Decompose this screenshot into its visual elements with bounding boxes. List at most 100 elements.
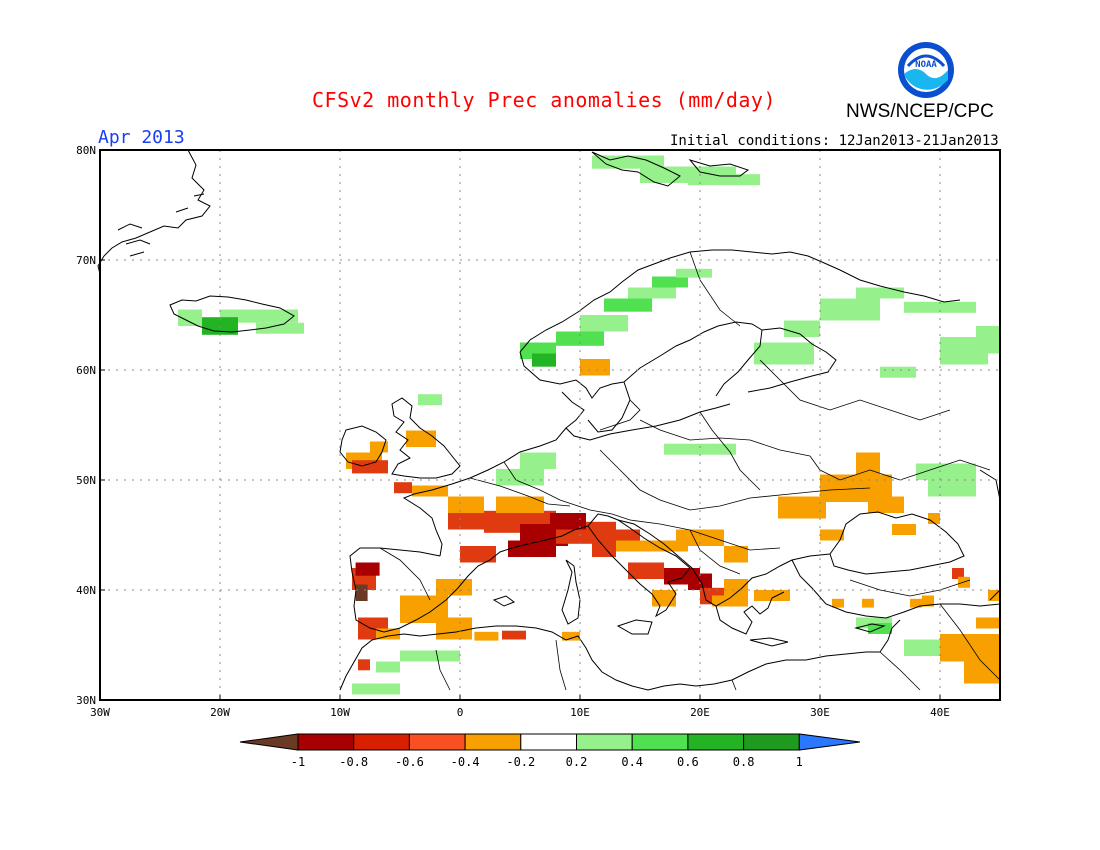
- anomaly-cell: [832, 598, 844, 608]
- colorbar-label: 0.8: [733, 755, 755, 769]
- anomaly-cell: [474, 631, 499, 641]
- anomaly-cell: [856, 452, 880, 475]
- anomaly-cell: [928, 480, 976, 497]
- coast-britain: [391, 397, 461, 479]
- anomaly-cell: [178, 309, 202, 326]
- anomaly-cell: [916, 463, 976, 480]
- anomaly-cell: [256, 322, 304, 334]
- anomaly-cell: [502, 630, 526, 640]
- anomaly-cell: [676, 529, 724, 546]
- anomaly-cell: [352, 460, 388, 474]
- anomaly-cell: [520, 452, 556, 469]
- anomaly-cell: [448, 496, 484, 513]
- colorbar-label: -0.2: [506, 755, 535, 769]
- coast-norway: [519, 249, 823, 353]
- anomaly-cell: [556, 331, 604, 346]
- anomaly-cell: [712, 595, 748, 607]
- anomaly-cell: [868, 496, 904, 513]
- anomaly-cell: [910, 598, 922, 608]
- anomaly-cell: [892, 524, 916, 535]
- colorbar-label: 1: [796, 755, 803, 769]
- anomaly-cell: [778, 496, 826, 519]
- anomaly-cell: [436, 579, 472, 596]
- anomaly-cell: [820, 529, 844, 541]
- anomaly-cell: [952, 568, 964, 579]
- anomaly-cell: [724, 579, 748, 596]
- colorbar-label: 0.2: [566, 755, 588, 769]
- anomaly-cell: [496, 469, 544, 486]
- anomaly-cell: [550, 513, 586, 530]
- colorbar-segment: [631, 733, 689, 751]
- anomaly-cell: [412, 485, 448, 497]
- forecast-period: Apr 2013: [98, 127, 185, 148]
- coast-norway-south: [519, 351, 625, 399]
- anomaly-cell: [724, 546, 748, 563]
- anomaly-cell: [862, 598, 874, 608]
- anomaly-cell: [532, 353, 556, 367]
- anomaly-cell: [820, 298, 880, 321]
- organization-label: NWS/NCEP/CPC: [846, 101, 994, 122]
- coast-iceland: [169, 295, 295, 333]
- coast-ireland: [339, 425, 387, 467]
- coast-finland: [715, 327, 837, 397]
- anomaly-cell: [628, 287, 676, 299]
- anomaly-cell: [652, 590, 676, 607]
- anomaly-cells: [178, 155, 1000, 695]
- coast-anatolia: [791, 559, 1001, 619]
- coast-corsica-sardinia: [561, 559, 581, 625]
- lon-label: 10W: [330, 706, 350, 719]
- anomaly-cell: [754, 590, 790, 601]
- colorbar-segment: [520, 733, 577, 751]
- lon-label: 20E: [690, 706, 710, 719]
- lat-label: 50N: [76, 474, 96, 487]
- colorbar-segment: [464, 733, 522, 751]
- anomaly-cell: [352, 683, 400, 695]
- colorbar-label: -0.4: [451, 755, 480, 769]
- coast-greenland: [97, 149, 211, 275]
- map-title: CFSv2 monthly Prec anomalies (mm/day): [312, 88, 777, 112]
- anomaly-cell: [394, 482, 412, 494]
- colorbar-label: -0.8: [339, 755, 368, 769]
- anomaly-cell: [580, 359, 610, 376]
- coast-crete: [749, 637, 789, 647]
- lat-label: 70N: [76, 254, 96, 267]
- colorbar: -1 -0.8 -0.6 -0.4 -0.2 0.2 0.4 0.6 0.8 1: [239, 733, 861, 769]
- anomaly-cell: [904, 639, 940, 656]
- anomaly-cell: [220, 309, 298, 323]
- anomaly-cell: [355, 584, 368, 601]
- anomaly-cell: [904, 301, 976, 313]
- colorbar-segment: [353, 733, 410, 751]
- colorbar-arrow-left: [239, 733, 299, 751]
- map-frame: [99, 149, 1001, 701]
- anomaly-cell: [880, 366, 916, 378]
- colorbar-segment: [687, 733, 745, 751]
- anomaly-cell: [358, 659, 370, 671]
- anomaly-cell: [562, 631, 580, 641]
- anomaly-cell: [355, 562, 380, 576]
- anomaly-cell: [754, 342, 814, 365]
- noaa-logo-text: NOAA: [915, 60, 937, 70]
- colorbar-label: 0.6: [677, 755, 699, 769]
- anomaly-cell: [580, 315, 628, 332]
- coast-iberia: [349, 547, 513, 633]
- anomaly-cell: [940, 634, 1000, 662]
- coast-blacksea: [829, 511, 965, 575]
- colorbar-segment: [408, 733, 466, 751]
- anomaly-cell: [922, 595, 934, 607]
- lon-label: 20W: [210, 706, 230, 719]
- coast-svalbard: [591, 151, 750, 187]
- anomaly-cell: [928, 513, 940, 524]
- anomaly-cell: [508, 540, 556, 557]
- anomaly-cell: [976, 617, 1000, 629]
- anomaly-cell: [448, 513, 484, 530]
- lat-label: 30N: [76, 694, 96, 707]
- coast-sweden-baltic: [587, 321, 763, 433]
- noaa-logo: NOAA: [898, 42, 954, 98]
- anomaly-cell: [856, 287, 904, 299]
- lat-label: 60N: [76, 364, 96, 377]
- coast-levant: [879, 619, 901, 653]
- coast-kola: [821, 261, 961, 303]
- colorbar-label: 0.4: [621, 755, 643, 769]
